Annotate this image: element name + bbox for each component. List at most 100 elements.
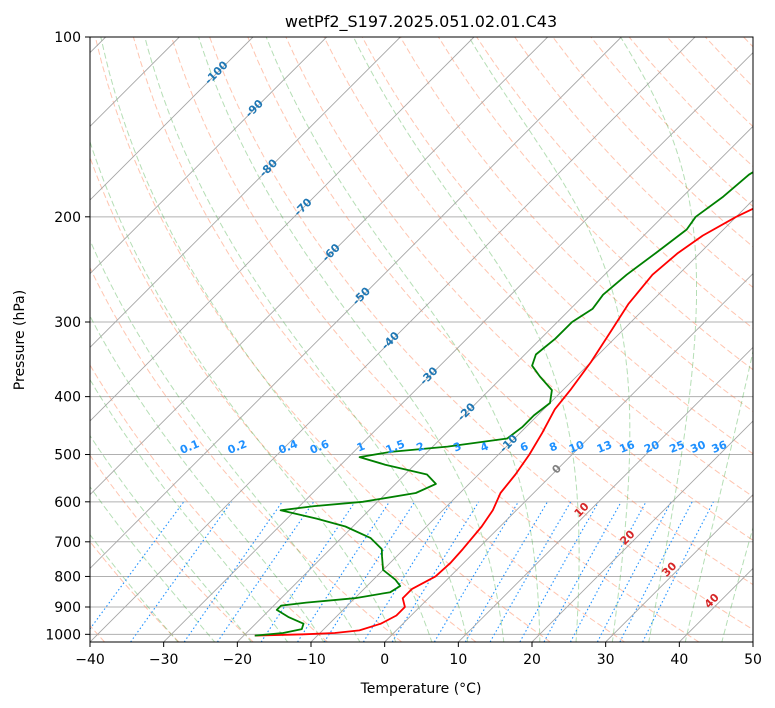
plot-area: -100-90-80-70-60-50-40-30-20-1000.1 0.2 0.… [90, 37, 753, 642]
mixing-ratio-label: 16 [618, 438, 637, 456]
isotherm-line [90, 37, 254, 201]
mixing-ratio-line [642, 501, 714, 642]
dry-adiabat-line [90, 540, 180, 642]
skewed-isotherms [90, 37, 753, 642]
moist-adiabat-line [90, 378, 289, 642]
dry-adiabat-line [323, 37, 753, 498]
mixing-ratio-line [216, 501, 315, 642]
isotherm-label: -20 [455, 400, 478, 423]
mixing-ratio-line [297, 501, 390, 642]
mixing-ratio-label: 13 [595, 438, 614, 456]
x-tick-label: 20 [523, 652, 541, 668]
moist-adiabat-line [90, 314, 325, 642]
mixing-ratio-lines [90, 501, 714, 642]
x-tick-label: 10 [449, 652, 467, 668]
mixing-ratio-line [519, 501, 600, 642]
dry-adiabat-line [90, 364, 328, 642]
mixing-ratio-line [130, 501, 232, 642]
moist-adiabat-label: 20 [618, 527, 638, 547]
dry-adiabat-line [361, 37, 753, 455]
y-tick-label: 500 [54, 448, 81, 464]
moist-adiabat-label: 10 [572, 500, 592, 520]
dry-adiabat-line [514, 37, 753, 289]
dry-adiabat-line [437, 37, 753, 371]
isotherm-line [90, 37, 401, 348]
dry-adiabat-line [704, 37, 753, 88]
dry-adiabat-line [171, 37, 700, 642]
isotherm-label: -60 [320, 241, 343, 264]
moist-adiabat-line [90, 434, 252, 642]
isotherm-line [384, 273, 753, 642]
isotherm-label: -10 [497, 432, 520, 455]
dry-adiabat-line [590, 37, 753, 208]
plot-frame [89, 36, 754, 643]
mixing-ratio-line [543, 501, 622, 642]
mixing-ratio-line [362, 501, 453, 642]
mixing-ratio-line [260, 501, 356, 642]
mixing-ratio-line [433, 501, 519, 642]
x-tick-label: −20 [223, 652, 253, 668]
dry-adiabat-line [94, 37, 551, 642]
isotherm-label: -80 [257, 156, 280, 179]
mixing-ratio-label: 30 [688, 438, 707, 456]
chart-title: wetPf2_S197.2025.051.02.01.C43 [285, 12, 557, 32]
dry-adiabat-line [209, 37, 753, 631]
mixing-ratio-label: 3 [451, 440, 463, 455]
isotherm-label: -70 [291, 195, 314, 218]
mixing-ratio-label: 0.1 [178, 437, 201, 456]
mixing-ratio-label: 1 [355, 440, 367, 455]
isotherm-line [531, 420, 753, 642]
dry-adiabat-line [666, 37, 753, 128]
isotherm-line [163, 52, 753, 642]
y-tick-label: 300 [54, 315, 81, 331]
mixing-ratio-label: 25 [668, 438, 687, 456]
y-axis-label: Pressure (hPa) [12, 290, 28, 390]
moist-adiabat-line [100, 37, 433, 642]
isotherm-label: -100 [202, 58, 231, 87]
moist-adiabat-line [144, 37, 469, 642]
mixing-ratio-label: 6 [518, 439, 530, 454]
mixing-ratio-label: 20 [642, 438, 661, 456]
dry-adiabat-line [476, 37, 753, 329]
mixing-ratio-line [323, 501, 416, 642]
mixing-ratio-line [90, 501, 185, 630]
dry-adiabat-line [399, 37, 753, 413]
isotherm-line [90, 37, 548, 496]
isotherm-line [90, 37, 327, 275]
dry-adiabat-line [90, 155, 477, 642]
pressure-gridlines [90, 37, 753, 635]
temperature-line [254, 207, 753, 637]
moist-adiabat-line [353, 37, 580, 642]
y-tick-label: 700 [54, 535, 81, 551]
dry-adiabat-line [90, 454, 254, 642]
isotherm-line [605, 494, 753, 642]
isotherm-label: -40 [379, 329, 402, 352]
moist-adiabats [90, 37, 753, 642]
y-tick-label: 100 [54, 30, 81, 46]
dewpoint-line [254, 171, 753, 637]
moist-adiabat-line [90, 239, 361, 642]
x-tick-label: 40 [670, 652, 688, 668]
mixing-ratio-label: 2 [415, 440, 427, 455]
dry-adiabats [90, 37, 753, 642]
x-tick-label: −10 [296, 652, 326, 668]
moist-adiabat-line [90, 533, 179, 642]
dry-adiabat-line [552, 37, 753, 248]
y-tick-label: 200 [54, 210, 81, 226]
isotherm-line [90, 37, 696, 642]
mixing-ratio-label: 10 [567, 438, 586, 456]
dry-adiabat-line [132, 37, 625, 642]
dry-adiabat-line [247, 37, 753, 586]
dry-adiabat-line [285, 37, 753, 541]
y-tick-label: 800 [54, 569, 81, 585]
isotherm-label: -90 [243, 97, 266, 120]
mixing-ratio-label: 0.2 [226, 437, 249, 456]
moist-adiabat-line [265, 37, 541, 642]
moist-adiabat-line [90, 140, 397, 642]
mixing-ratio-line [596, 501, 672, 642]
y-axis: 1000 900 800 700 600 500 400 300 200 100 [45, 30, 90, 643]
sounding-series [254, 171, 753, 637]
isotherm-line [237, 125, 753, 642]
isotherm-label: -50 [350, 284, 373, 307]
